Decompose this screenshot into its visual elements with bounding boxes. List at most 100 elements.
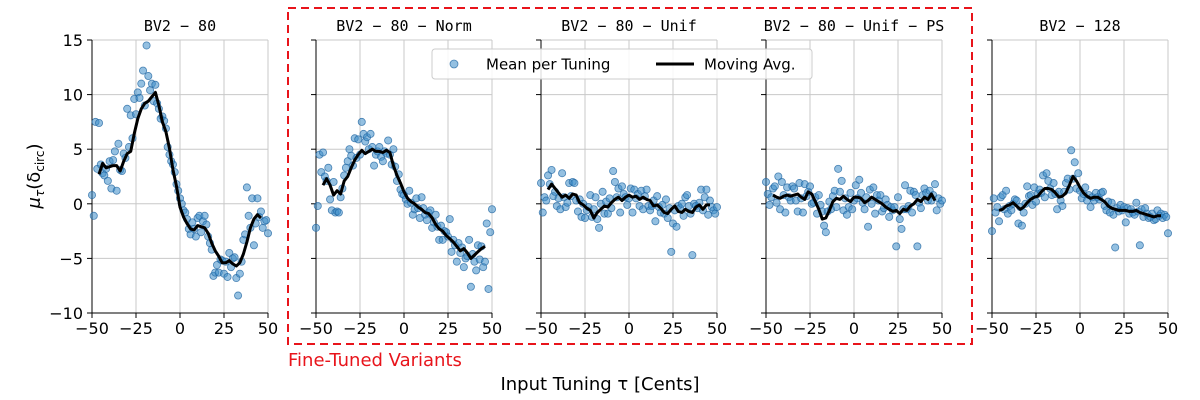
scatter-point xyxy=(1132,198,1141,207)
moving-average-line xyxy=(772,190,937,221)
scatter-point xyxy=(249,241,258,250)
scatter-point xyxy=(1098,187,1107,196)
scatter-point xyxy=(480,257,489,266)
scatter-point xyxy=(595,223,604,232)
scatter-point xyxy=(311,223,320,232)
scatter-point xyxy=(995,217,1004,226)
scatter-point xyxy=(256,207,265,216)
x-tick-label: 0 xyxy=(624,319,634,338)
scatter-point xyxy=(1162,212,1171,221)
scatter-point xyxy=(857,188,866,197)
legend-line-label: Moving Avg. xyxy=(704,56,796,74)
scatter-point xyxy=(663,213,672,222)
scatter-point xyxy=(894,193,903,202)
scatter-point xyxy=(570,179,579,188)
scatter-point xyxy=(623,200,632,209)
scatter-point xyxy=(447,247,456,256)
scatter-point xyxy=(932,206,941,215)
scatter-point xyxy=(200,211,209,220)
scatter-point xyxy=(1067,146,1076,155)
scatter-point xyxy=(263,229,272,238)
scatter-point xyxy=(591,193,600,202)
scatter-point xyxy=(370,161,379,170)
scatter-point xyxy=(1023,182,1032,191)
panel-5: −50 −25 0 25 50 BV2 − 128 xyxy=(975,17,1178,338)
scatter-point xyxy=(1107,198,1116,207)
x-tick-label: −50 xyxy=(975,319,1009,338)
x-tick-label: 50 xyxy=(1158,319,1178,338)
y-tick-label: 15 xyxy=(63,31,83,50)
scatter-point xyxy=(790,184,799,193)
scatter-point xyxy=(672,222,681,231)
scatter-point xyxy=(871,209,880,218)
y-tick-label: 10 xyxy=(63,86,83,105)
x-tick-label: −50 xyxy=(75,319,109,338)
x-tick-label: 25 xyxy=(438,319,458,338)
panel-title: BV2 − 80 − Unif xyxy=(561,17,696,35)
scatter-point xyxy=(1074,169,1083,178)
scatter-point xyxy=(235,269,244,278)
panel-2: −50 −25 0 25 50 BV2 − 80 − Norm xyxy=(299,17,502,338)
scatter-point xyxy=(197,228,206,237)
scatter-point xyxy=(617,182,626,191)
y-tick-label: −5 xyxy=(59,249,83,268)
panel-3: −50 −25 0 25 50 BV2 − 80 − Unif xyxy=(524,17,727,338)
scatter-point xyxy=(869,183,878,192)
scatter-point xyxy=(135,93,144,102)
scatter-point xyxy=(762,177,771,186)
scatter-point xyxy=(677,199,686,208)
scatter-point xyxy=(821,228,830,237)
scatter-point xyxy=(651,217,660,226)
scatter-point xyxy=(538,208,547,217)
x-tick-label: 0 xyxy=(1075,319,1085,338)
scatter-point xyxy=(989,194,998,203)
scatter-point xyxy=(653,192,662,201)
scatter-point xyxy=(384,136,393,145)
scatter-point xyxy=(616,208,625,217)
scatter-point xyxy=(642,185,651,194)
x-tick-label: −25 xyxy=(568,319,602,338)
scatter-point xyxy=(908,208,917,217)
scatter-point xyxy=(258,223,267,232)
scatter-point xyxy=(820,221,829,230)
scatter-point xyxy=(558,169,567,178)
scatter-point xyxy=(341,163,350,172)
scatter-point xyxy=(661,195,670,204)
x-tick-label: 0 xyxy=(399,319,409,338)
legend: Mean per Tuning Moving Avg. xyxy=(431,48,813,80)
x-tick-label: 25 xyxy=(1114,319,1134,338)
y-tick-label: 0 xyxy=(73,195,83,214)
scatter-point xyxy=(892,242,901,251)
y-label-circ-sub: circ xyxy=(33,151,47,172)
legend-box xyxy=(431,48,813,80)
scatter-point xyxy=(542,196,551,205)
scatter-point xyxy=(777,177,786,186)
scatter-point xyxy=(1111,243,1120,252)
scatter-point xyxy=(1042,169,1051,178)
panel-title: BV2 − 128 xyxy=(1039,17,1120,35)
scatter-point xyxy=(1135,241,1144,250)
scatter-point xyxy=(798,208,807,217)
scatter-point xyxy=(223,272,232,281)
scatter-point xyxy=(253,194,262,203)
scatter-point xyxy=(123,104,132,113)
scatter-point xyxy=(702,185,711,194)
x-tick-label: −25 xyxy=(793,319,827,338)
scatter-point xyxy=(242,183,251,192)
scatter-point xyxy=(1049,179,1058,188)
y-tick-label: 5 xyxy=(73,140,83,159)
scatter-point xyxy=(537,179,546,188)
scatter-point xyxy=(422,216,431,225)
x-tick-label: −50 xyxy=(299,319,333,338)
moving-average-line xyxy=(321,147,486,260)
y-label-paren-close: ) xyxy=(24,144,45,151)
scatter-point xyxy=(1164,229,1173,238)
x-tick-label: −25 xyxy=(343,319,377,338)
scatter-point xyxy=(897,224,906,233)
scatter-point xyxy=(431,210,440,219)
scatter-point xyxy=(770,182,779,191)
scatter-point xyxy=(598,187,607,196)
